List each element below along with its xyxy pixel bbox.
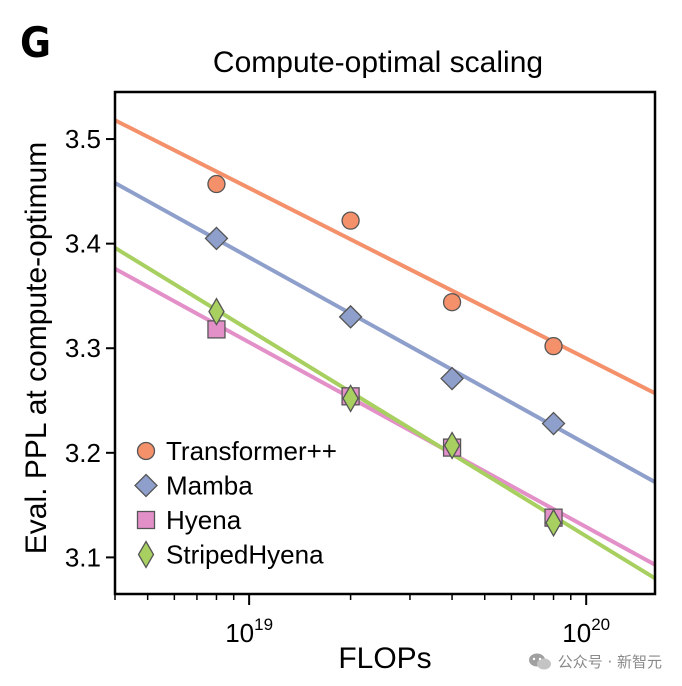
- x-axis-label: FLOPs: [338, 642, 431, 675]
- plot-frame: [113, 90, 657, 596]
- data-point-transformerpp-1: [341, 211, 360, 230]
- data-points: [204, 174, 566, 538]
- fit-lines: [115, 118, 655, 581]
- data-point-mamba-3: [541, 411, 566, 436]
- chart-title: Compute-optimal scaling: [213, 46, 543, 79]
- y-tick-label: 3.3: [65, 333, 101, 363]
- legend-marker-hyena: [136, 510, 156, 530]
- legend-marker-mamba: [134, 473, 158, 498]
- wechat-icon: [528, 653, 551, 670]
- legend: Transformer++ Mamba Hyena StripedHyena: [134, 436, 337, 570]
- data-point-mamba-0: [204, 226, 229, 251]
- legend-label-stripedhyena: StripedHyena: [166, 540, 324, 570]
- y-tick-label: 3.5: [65, 124, 101, 154]
- y-tick-label: 3.2: [65, 438, 101, 468]
- panel-label: G: [20, 18, 52, 67]
- x-tick-label: 1019: [225, 615, 273, 648]
- data-point-mamba-1: [338, 304, 363, 329]
- watermark-text: 公众号 · 新智元: [557, 653, 662, 671]
- data-point-stripedhyena-0: [208, 297, 225, 326]
- legend-marker-stripedhyena: [137, 540, 155, 569]
- y-tick-label: 3.4: [65, 229, 101, 259]
- axes: 3.1 3.2 3.3 3.4 3.5 1019 1020: [65, 90, 657, 648]
- x-tick-label: 1020: [562, 615, 610, 648]
- fit-line-transformerpp: [115, 118, 655, 395]
- data-point-mamba-2: [440, 366, 464, 391]
- fit-line-mamba: [115, 181, 655, 484]
- legend-label-hyena: Hyena: [166, 505, 242, 535]
- y-tick-label: 3.1: [65, 542, 101, 572]
- y-axis-label: Eval. PPL at compute-optimum: [20, 142, 53, 554]
- data-point-stripedhyena-1: [342, 384, 359, 413]
- watermark: 公众号 · 新智元: [528, 651, 662, 672]
- data-point-transformerpp-2: [442, 293, 462, 312]
- legend-label-transformerpp: Transformer++: [166, 436, 337, 466]
- data-point-stripedhyena-2: [443, 431, 461, 460]
- fit-line-hyena: [115, 266, 655, 567]
- data-point-transformerpp-3: [544, 336, 563, 356]
- legend-marker-transformerpp: [136, 441, 156, 461]
- data-point-transformerpp-0: [207, 174, 226, 194]
- fit-line-stripedhyena: [115, 246, 655, 581]
- data-point-stripedhyena-3: [545, 508, 562, 538]
- legend-label-mamba: Mamba: [166, 471, 253, 501]
